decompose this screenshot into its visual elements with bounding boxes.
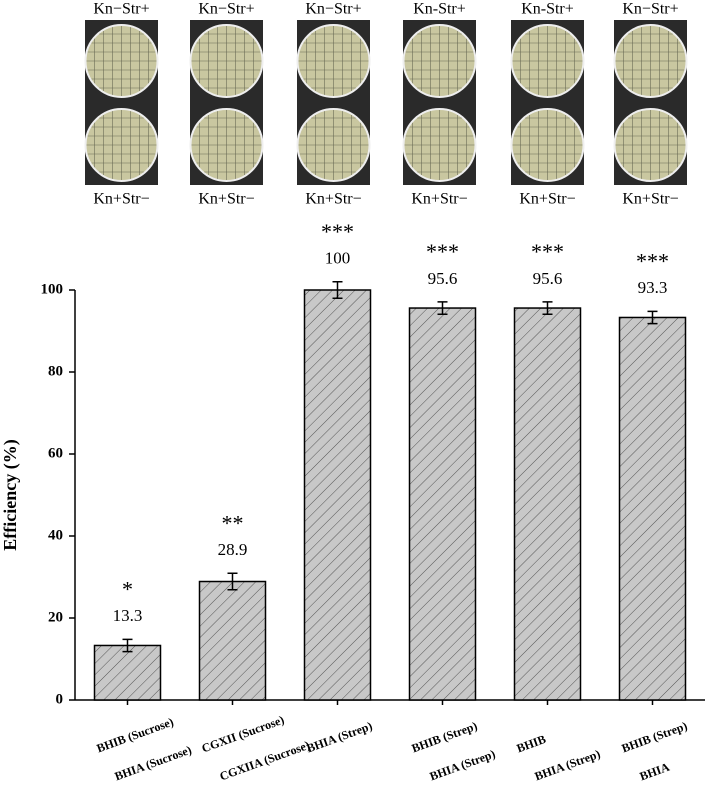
plate-top-label: Kn-Str+ bbox=[413, 1, 466, 18]
plate-top-label: Kn-Str+ bbox=[521, 1, 574, 18]
error-bar bbox=[332, 281, 343, 299]
x-tick-label: BHIA (Strep) bbox=[428, 747, 497, 784]
x-tick-label: BHIA bbox=[638, 760, 672, 784]
error-bar bbox=[227, 572, 238, 591]
plate-top-label: Kn−Str+ bbox=[622, 1, 678, 18]
y-tick-label: 80 bbox=[48, 363, 63, 379]
significance: *** bbox=[426, 239, 459, 264]
x-tick-label: BHIA (Sucrose) bbox=[113, 743, 194, 784]
plate-bottom-label: Kn+Str− bbox=[411, 191, 467, 208]
plate-bottom-label: Kn+Str− bbox=[198, 191, 254, 208]
significance: *** bbox=[636, 248, 669, 273]
x-tick-label: BHIB (Sucrose) bbox=[95, 715, 176, 756]
y-axis-label: Efficiency (%) bbox=[0, 439, 21, 550]
value-label: 100 bbox=[325, 249, 351, 268]
plate-top-label: Kn−Str+ bbox=[93, 1, 149, 18]
error-bar bbox=[122, 638, 133, 653]
plate-bottom-label: Kn+Str− bbox=[622, 191, 678, 208]
significance: *** bbox=[321, 219, 354, 244]
plate-bottom-label: Kn+Str− bbox=[93, 191, 149, 208]
bar bbox=[93, 644, 162, 701]
error-bar bbox=[647, 310, 658, 325]
bar bbox=[408, 307, 477, 701]
bar bbox=[303, 289, 372, 701]
significance: ** bbox=[222, 510, 244, 535]
x-tick-label: BHIA (Strep) bbox=[533, 747, 602, 784]
value-label: 93.3 bbox=[638, 278, 668, 297]
x-tick-label: BHIB (Strep) bbox=[410, 719, 479, 756]
bar bbox=[198, 580, 267, 701]
value-label: 28.9 bbox=[218, 540, 248, 559]
value-label: 95.6 bbox=[428, 269, 458, 288]
y-tick-label: 100 bbox=[41, 281, 64, 297]
value-label: 13.3 bbox=[113, 606, 143, 625]
y-tick-label: 40 bbox=[48, 527, 63, 543]
significance: *** bbox=[531, 239, 564, 264]
plate-top-label: Kn−Str+ bbox=[198, 1, 254, 18]
y-tick-label: 20 bbox=[48, 609, 63, 625]
value-label: 95.6 bbox=[533, 269, 563, 288]
plate-top-label: Kn−Str+ bbox=[305, 1, 361, 18]
x-tick-label: BHIB bbox=[515, 732, 548, 755]
x-tick-label: BHIA (Strep) bbox=[305, 719, 374, 756]
y-tick-label: 60 bbox=[48, 445, 63, 461]
x-tick-label: CGXII (Sucrose) bbox=[200, 713, 286, 756]
bar bbox=[618, 316, 687, 701]
y-tick-label: 0 bbox=[56, 691, 64, 707]
bar bbox=[513, 307, 582, 701]
plate-bottom-label: Kn+Str− bbox=[305, 191, 361, 208]
x-tick-label: BHIB (Strep) bbox=[620, 719, 689, 756]
error-bar bbox=[437, 301, 448, 315]
significance: * bbox=[122, 576, 133, 601]
plate-bottom-label: Kn+Str− bbox=[519, 191, 575, 208]
error-bar bbox=[542, 301, 553, 315]
